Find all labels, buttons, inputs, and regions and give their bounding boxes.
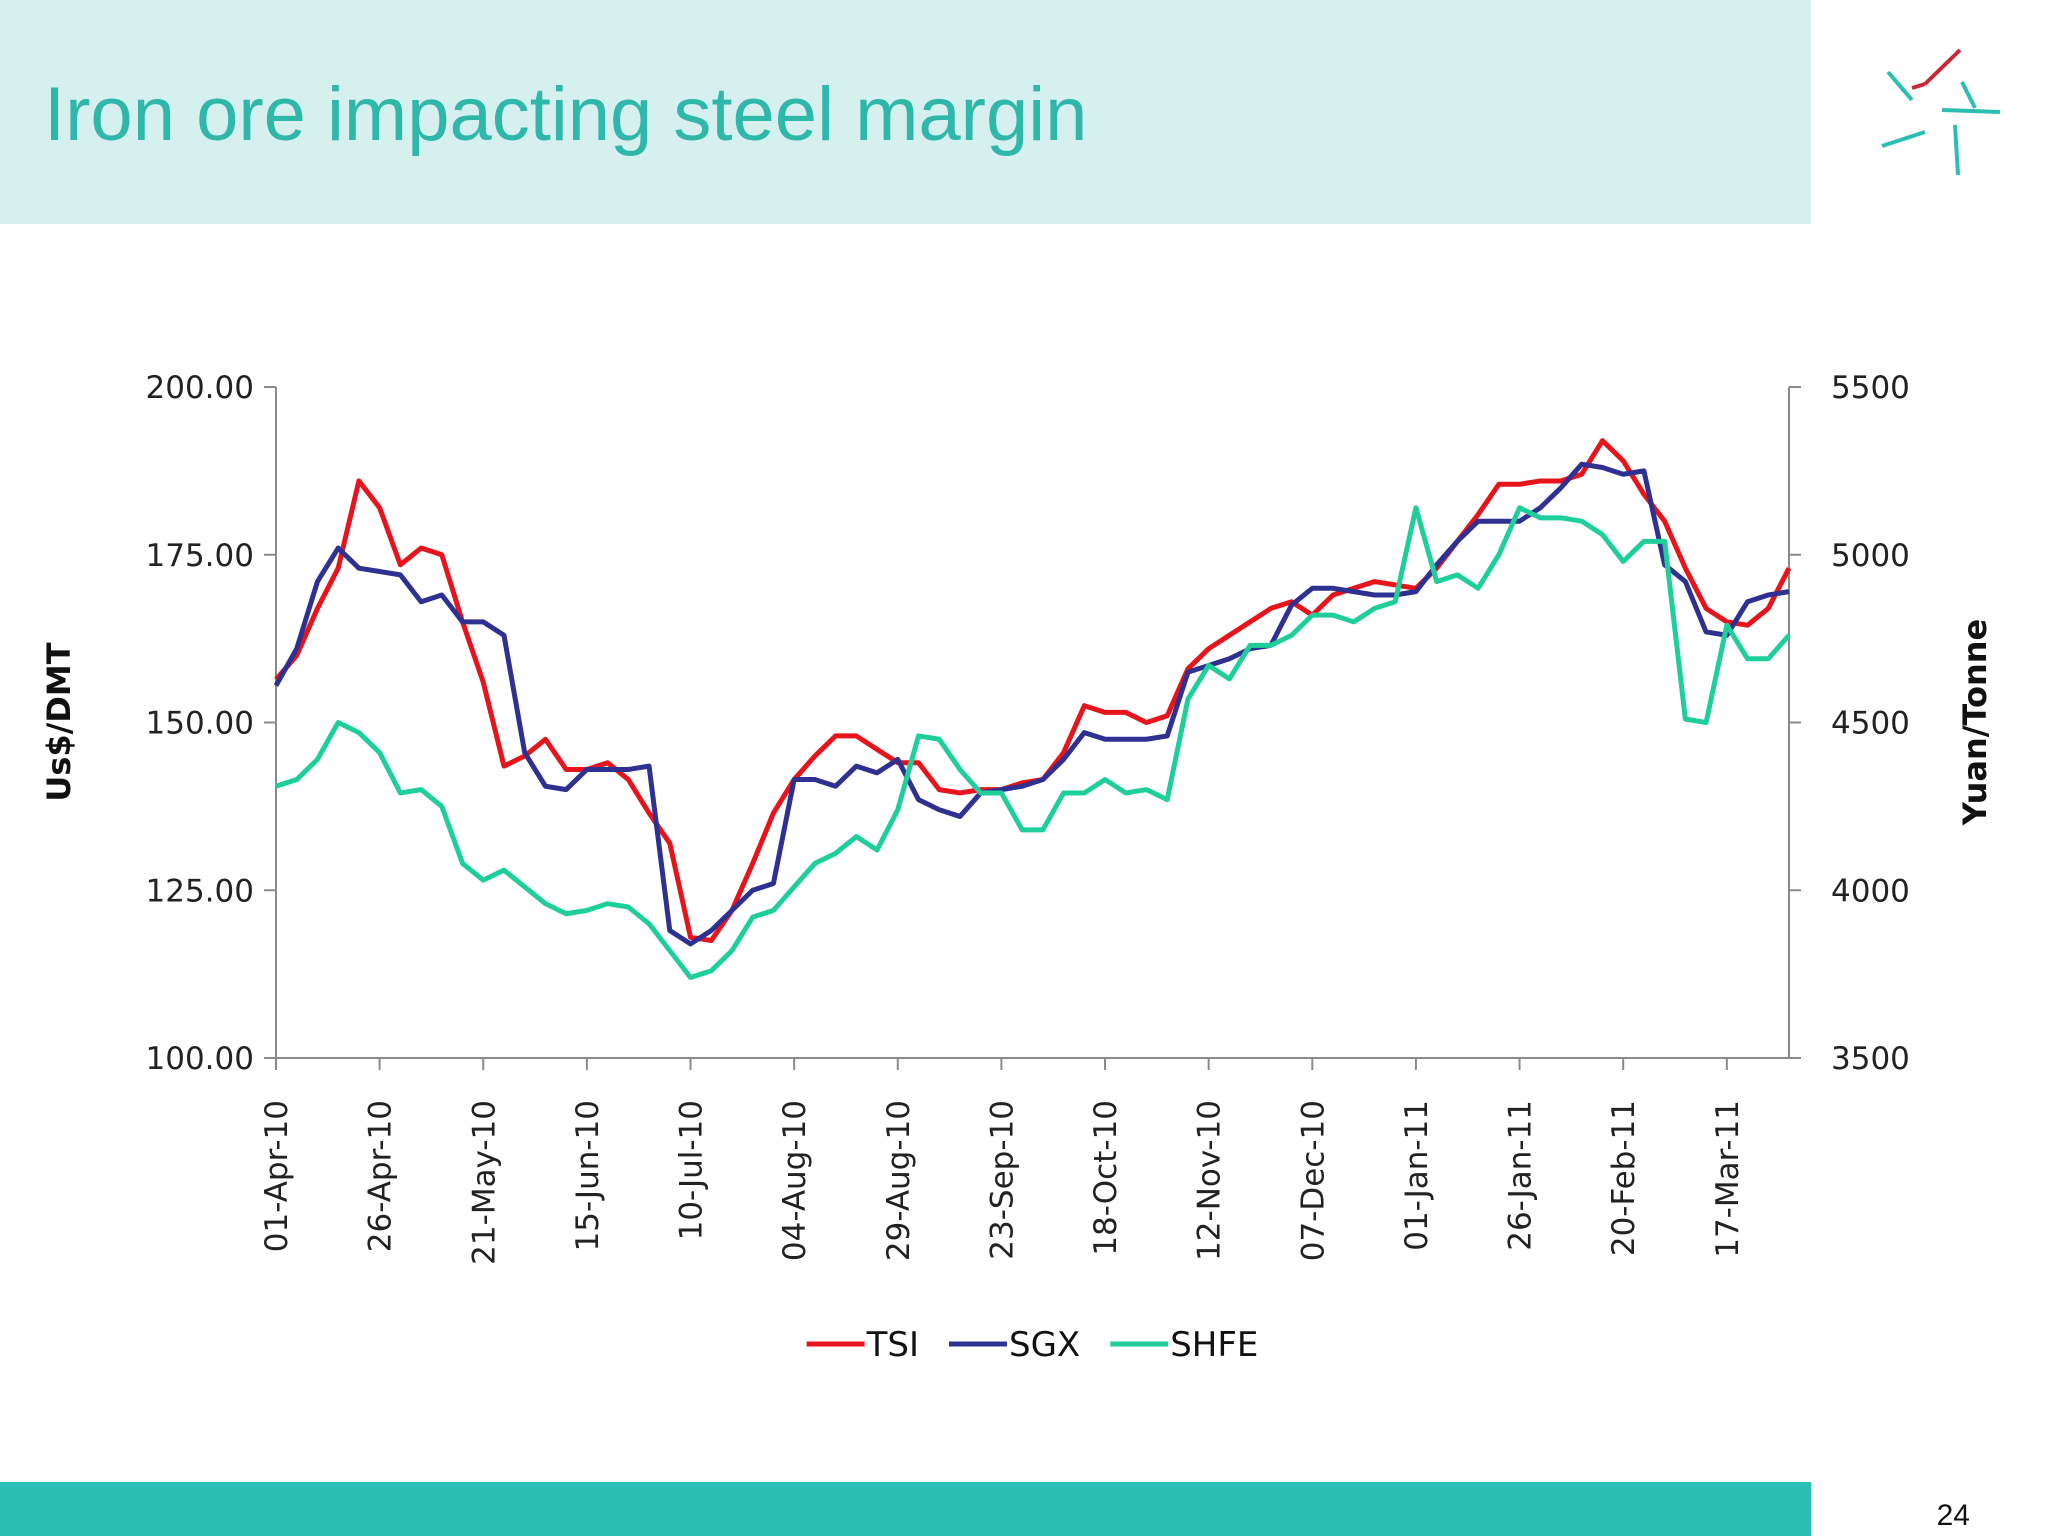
x-tick-label: 23-Sep-10 <box>984 1100 1020 1260</box>
y-tick-label: 100.00 <box>146 1041 254 1077</box>
y2-tick-label: 5000 <box>1831 538 1910 574</box>
y2-tick-label: 4500 <box>1831 706 1910 742</box>
slide-title: Iron ore impacting steel margin <box>44 72 1087 157</box>
x-tick-label: 21-May-10 <box>466 1100 502 1265</box>
page-number: 24 <box>1937 1499 1970 1532</box>
y-tick-label: 175.00 <box>146 538 254 574</box>
y-tick-label: 150.00 <box>146 706 254 742</box>
x-tick-label: 26-Jan-11 <box>1503 1100 1539 1251</box>
x-tick-label: 07-Dec-10 <box>1295 1100 1331 1261</box>
y-tick-label: 200.00 <box>146 370 254 406</box>
x-tick-label: 18-Oct-10 <box>1088 1100 1124 1256</box>
y-axis-label: Us$/DMT <box>40 642 78 801</box>
y2-tick-label: 3500 <box>1831 1041 1910 1077</box>
series-line <box>275 505 1791 980</box>
chart: Us$/DMT Yuan/Tonne 100.00 125.00 150.00 175… <box>40 370 1994 1365</box>
legend-label: SGX <box>1009 1325 1080 1365</box>
x-tick-label: 26-Apr-10 <box>363 1100 399 1252</box>
logo <box>1881 48 2001 176</box>
x-tick-label: 04-Aug-10 <box>777 1100 813 1261</box>
x-tick-label: 17-Mar-11 <box>1710 1100 1746 1258</box>
legend-label: TSI <box>866 1325 919 1365</box>
x-tick-label: 01-Apr-10 <box>259 1100 295 1252</box>
legend: TSI SGX SHFE <box>806 1325 1258 1365</box>
x-tick-label: 20-Feb-11 <box>1606 1100 1642 1256</box>
title-band <box>0 0 1811 224</box>
legend-label: SHFE <box>1170 1325 1258 1365</box>
y2-axis-label: Yuan/Tonne <box>1956 619 1994 827</box>
y2-tick-label: 5500 <box>1831 370 1910 406</box>
x-tick-label: 15-Jun-10 <box>570 1100 606 1251</box>
footer-band <box>0 1482 1811 1536</box>
x-tick-label: 01-Jan-11 <box>1399 1100 1435 1251</box>
x-tick-label: 12-Nov-10 <box>1192 1100 1228 1261</box>
y-tick-label: 125.00 <box>146 873 254 909</box>
x-tick-label: 29-Aug-10 <box>881 1100 917 1261</box>
y2-tick-label: 4000 <box>1831 873 1910 909</box>
x-tick-label: 10-Jul-10 <box>674 1100 710 1240</box>
series-line <box>273 461 1790 947</box>
